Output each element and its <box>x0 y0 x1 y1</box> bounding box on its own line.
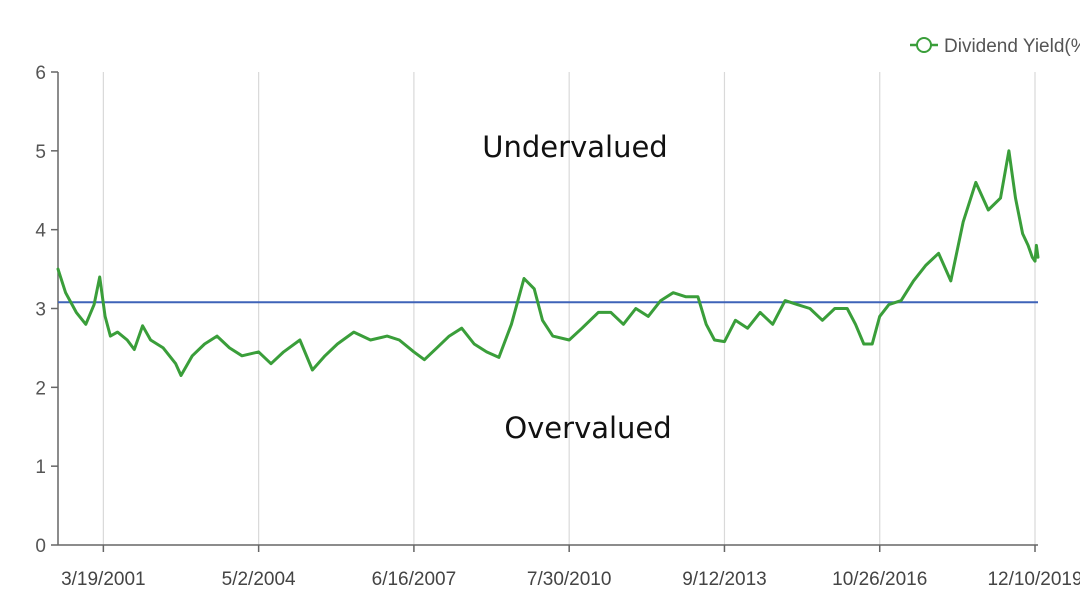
legend-label: Dividend Yield(%) <box>944 36 1080 57</box>
y-tick-label: 1 <box>35 457 46 478</box>
y-tick-label: 2 <box>35 378 46 399</box>
y-tick-label: 0 <box>35 536 46 557</box>
y-tick-label: 6 <box>35 63 46 84</box>
x-tick-label: 6/16/2007 <box>372 569 457 590</box>
x-tick-label: 9/12/2013 <box>682 569 767 590</box>
y-tick-label: 3 <box>35 300 46 321</box>
x-tick-label: 3/19/2001 <box>61 569 146 590</box>
x-tick-label: 12/10/2019 <box>987 569 1080 590</box>
grid-layer <box>102 72 1036 545</box>
series-layer <box>56 149 1040 377</box>
axis-layer: 0 1 2 3 4 5 6 3/19/2001 5/2/2004 6/16/2007 7/30/20… <box>35 63 1080 590</box>
x-tick-label: 5/2/2004 <box>222 569 296 590</box>
series-line-dividend-yield <box>56 149 1040 377</box>
annotation-undervalued: Undervalued <box>482 130 667 164</box>
y-tick-label: 4 <box>35 221 46 242</box>
annotation-overvalued: Overvalued <box>504 411 671 445</box>
y-tick-label: 5 <box>35 142 46 163</box>
x-tick-label: 10/26/2016 <box>832 569 927 590</box>
legend-marker-icon <box>916 37 932 53</box>
x-tick-label: 7/30/2010 <box>527 569 612 590</box>
legend[interactable]: Dividend Yield(%) <box>910 36 1080 57</box>
annotation-layer: Undervalued Overvalued <box>482 130 671 445</box>
